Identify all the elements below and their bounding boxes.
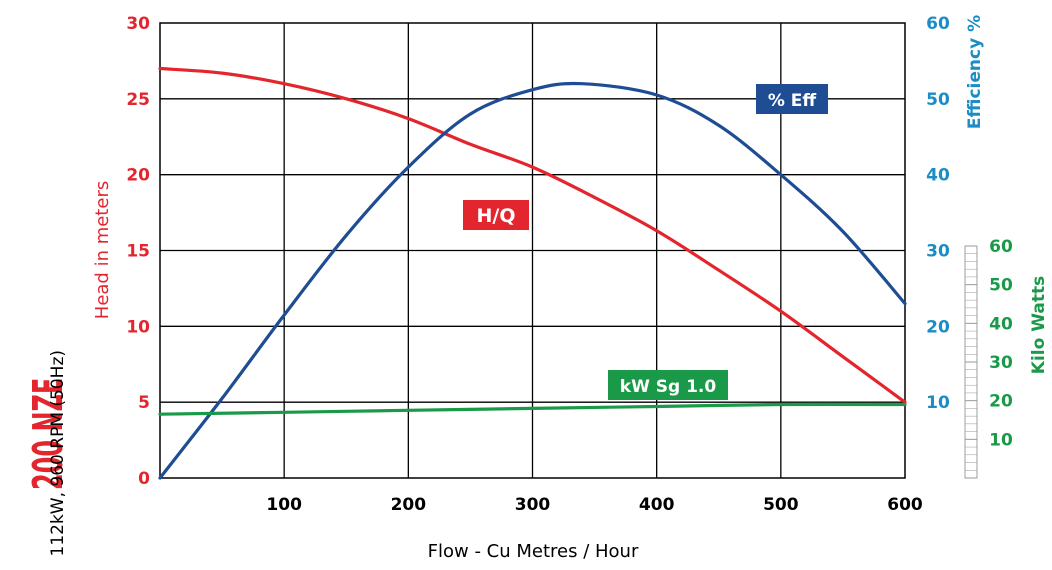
- label-hq: H/Q: [463, 200, 529, 230]
- label-kw-text: kW Sg 1.0: [620, 377, 717, 397]
- y-left-tick-label: 20: [126, 166, 150, 186]
- y-left-axis-title: Head in meters: [92, 181, 113, 319]
- kilowatt-tick-label: 10: [989, 430, 1013, 450]
- x-axis-title: Flow - Cu Metres / Hour: [428, 541, 639, 562]
- efficiency-tick-label: 60: [926, 14, 950, 34]
- x-tick-label: 600: [887, 495, 923, 515]
- x-tick-label: 200: [391, 495, 427, 515]
- label-eff: % Eff: [756, 84, 828, 114]
- model-subtitle: 112kW, 960 RPM (50Hz): [48, 350, 68, 557]
- y-left-tick-label: 10: [126, 317, 150, 337]
- x-tick-label: 500: [763, 495, 799, 515]
- efficiency-tick-label: 30: [926, 242, 950, 262]
- efficiency-tick-label: 40: [926, 166, 950, 186]
- efficiency-tick-label: 20: [926, 317, 950, 337]
- label-eff-text: % Eff: [768, 91, 817, 111]
- kilowatt-tick-label: 30: [989, 353, 1013, 373]
- efficiency-axis-title: Efficiency %: [965, 15, 985, 129]
- efficiency-tick-label: 50: [926, 90, 950, 110]
- kilowatt-tick-label: 40: [989, 314, 1013, 334]
- kilowatt-axis-title: Kilo Watts: [1029, 276, 1049, 374]
- series-hq-line: [158, 66, 907, 404]
- x-tick-label: 100: [266, 495, 302, 515]
- x-tick-label: 400: [639, 495, 675, 515]
- label-kw: kW Sg 1.0: [608, 370, 728, 400]
- efficiency-tick-label: 10: [926, 393, 950, 413]
- kilowatt-scale-strip: [964, 245, 978, 479]
- y-left-tick-label: 30: [126, 14, 150, 34]
- y-left-tick-label: 15: [126, 242, 150, 262]
- plot-lines: [158, 66, 907, 480]
- kilowatt-tick-label: 20: [989, 392, 1013, 412]
- tick-labels: 100 200 300 400 500 600 0 5 10 15 20 25 30 10 20 30 40 50…: [126, 14, 1013, 515]
- series-efficiency-line: [158, 81, 907, 480]
- kilowatt-tick-label: 60: [989, 237, 1013, 257]
- x-tick-label: 300: [515, 495, 551, 515]
- label-hq-text: H/Q: [477, 205, 516, 227]
- model-title: 200 NZE: [24, 378, 72, 490]
- y-left-tick-label: 25: [126, 90, 150, 110]
- y-left-tick-label: 0: [138, 469, 150, 489]
- y-left-tick-label: 5: [138, 393, 150, 413]
- kilowatt-tick-label: 50: [989, 276, 1013, 296]
- series-kw-line: [158, 402, 907, 416]
